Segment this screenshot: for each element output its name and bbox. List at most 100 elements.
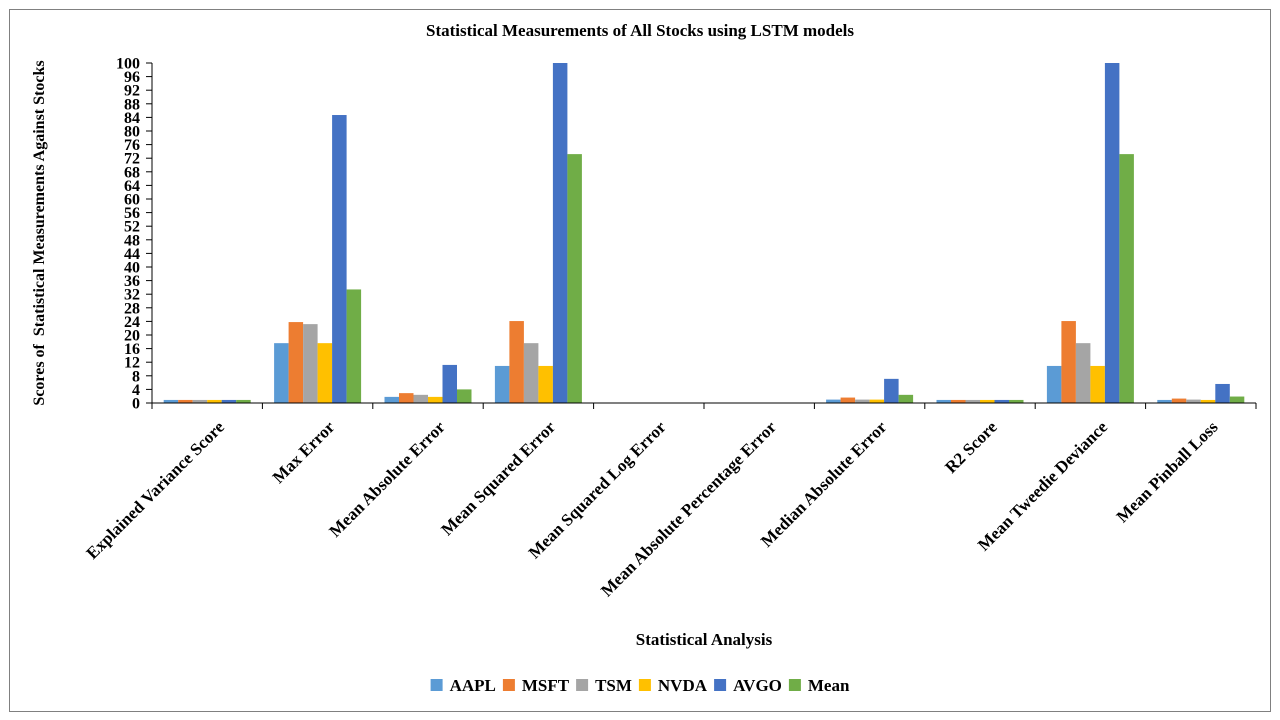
bar-msft-mean-squared-error: [509, 321, 524, 403]
bar-msft-max-error: [288, 322, 304, 403]
bar-tsm-r2-score: [965, 399, 980, 403]
y-tick-label: 4: [132, 382, 140, 399]
y-tick-label: 16: [124, 341, 140, 358]
y-tick-label: 40: [124, 260, 140, 277]
y-tick-label: 20: [124, 328, 140, 345]
y-tick-label: 48: [124, 232, 140, 249]
bar-avgo-median-absolute-error: [884, 378, 899, 403]
y-tick-label: 36: [124, 273, 140, 290]
bar-aapl-explained-variance-score: [163, 399, 179, 403]
chart-title: Statistical Measurements of All Stocks u…: [426, 21, 854, 40]
y-tick-label: 88: [124, 96, 140, 113]
y-tick-label: 56: [124, 205, 140, 222]
bars-group: [163, 63, 1245, 404]
y-tick-label: 96: [124, 69, 140, 86]
bar-tsm-explained-variance-score: [192, 399, 208, 403]
bar-mean-mean-pinball-loss: [1229, 396, 1245, 403]
y-axis-ticks: 0481216202428323640444852566064687276808…: [116, 56, 152, 413]
legend-label-avgo: AVGO: [733, 676, 782, 695]
legend-label-mean: Mean: [808, 676, 850, 695]
chart-border: [9, 9, 1271, 712]
legend-item-avgo: AVGO: [714, 676, 782, 695]
bar-mean-explained-variance-score: [236, 399, 251, 403]
y-tick-label: 80: [124, 124, 140, 141]
bar-nvda-median-absolute-error: [869, 399, 885, 403]
y-axis-title: Scores of Statistical Measurements Again…: [31, 60, 48, 405]
legend-swatch-tsm: [576, 679, 589, 691]
bar-nvda-r2-score: [980, 399, 995, 403]
bar-avgo-mean-pinball-loss: [1215, 383, 1230, 403]
y-tick-label: 32: [124, 287, 140, 304]
bar-nvda-explained-variance-score: [207, 399, 222, 403]
y-tick-label: 68: [124, 164, 140, 181]
bar-mean-mean-absolute-error: [457, 389, 472, 403]
y-tick-label: 24: [124, 314, 140, 331]
y-tick-label: 52: [124, 219, 140, 236]
y-tick-label: 72: [124, 151, 140, 168]
bar-mean-r2-score: [1009, 399, 1024, 403]
bar-avgo-mean-absolute-error: [442, 364, 457, 403]
bar-tsm-mean-squared-error: [523, 343, 539, 403]
bar-tsm-mean-tweedie-deviance: [1075, 343, 1091, 403]
y-tick-label: 8: [132, 368, 140, 385]
legend-swatch-msft: [502, 679, 515, 691]
y-tick-label: 64: [124, 178, 140, 195]
y-tick-label: 0: [132, 396, 140, 413]
legend-label-msft: MSFT: [522, 676, 570, 695]
bar-avgo-explained-variance-score: [221, 399, 237, 403]
bar-avgo-r2-score: [994, 399, 1009, 403]
bar-mean-median-absolute-error: [898, 394, 914, 403]
legend: AAPL MSFT TSM NVDA AVGO Mean: [430, 676, 850, 695]
legend-swatch-avgo: [714, 679, 727, 691]
bar-aapl-max-error: [274, 343, 289, 403]
bar-tsm-mean-pinball-loss: [1186, 399, 1201, 403]
bar-aapl-mean-squared-error: [494, 365, 510, 403]
legend-swatch-nvda: [638, 679, 651, 691]
y-tick-label: 84: [124, 110, 140, 127]
legend-label-aapl: AAPL: [450, 676, 496, 695]
x-axis-title: Statistical Analysis: [636, 630, 773, 649]
legend-item-msft: MSFT: [502, 676, 570, 695]
bar-mean-mean-tweedie-deviance: [1119, 154, 1134, 403]
bar-mean-mean-squared-error: [567, 154, 582, 403]
bar-tsm-mean-absolute-error: [413, 394, 428, 403]
bar-avgo-mean-squared-error: [552, 63, 568, 403]
bar-nvda-mean-tweedie-deviance: [1090, 365, 1105, 403]
bar-aapl-median-absolute-error: [826, 399, 841, 403]
y-tick-label: 76: [124, 137, 140, 154]
bar-msft-mean-tweedie-deviance: [1061, 321, 1076, 403]
bar-avgo-mean-tweedie-deviance: [1104, 63, 1120, 403]
y-tick-label: 28: [124, 300, 140, 317]
y-tick-label: 100: [116, 56, 140, 73]
bar-msft-r2-score: [951, 399, 966, 403]
bar-msft-explained-variance-score: [178, 399, 193, 403]
legend-label-tsm: TSM: [595, 676, 632, 695]
y-tick-label: 92: [124, 83, 140, 100]
bar-aapl-r2-score: [936, 399, 951, 403]
legend-label-nvda: NVDA: [658, 676, 708, 695]
bar-aapl-mean-tweedie-deviance: [1046, 365, 1062, 403]
bar-aapl-mean-pinball-loss: [1157, 399, 1172, 403]
legend-swatch-aapl: [430, 679, 443, 691]
bar-avgo-max-error: [332, 115, 347, 404]
bar-nvda-mean-pinball-loss: [1200, 399, 1216, 403]
bar-nvda-mean-absolute-error: [428, 396, 443, 403]
legend-item-nvda: NVDA: [638, 676, 708, 695]
bar-tsm-max-error: [303, 324, 318, 403]
bar-tsm-median-absolute-error: [855, 399, 870, 403]
legend-item-tsm: TSM: [576, 676, 632, 695]
bar-mean-max-error: [346, 289, 362, 403]
y-tick-label: 12: [124, 355, 140, 372]
legend-item-aapl: AAPL: [430, 676, 496, 695]
y-tick-label: 44: [124, 246, 140, 263]
legend-swatch-mean: [788, 679, 801, 691]
bar-aapl-mean-absolute-error: [384, 396, 399, 403]
bar-nvda-mean-squared-error: [538, 365, 553, 403]
bar-nvda-max-error: [317, 343, 333, 403]
bar-msft-mean-absolute-error: [399, 393, 414, 403]
bar-msft-mean-pinball-loss: [1171, 398, 1187, 403]
legend-item-mean: Mean: [788, 676, 850, 695]
y-tick-label: 60: [124, 192, 140, 209]
bar-msft-median-absolute-error: [840, 397, 856, 403]
